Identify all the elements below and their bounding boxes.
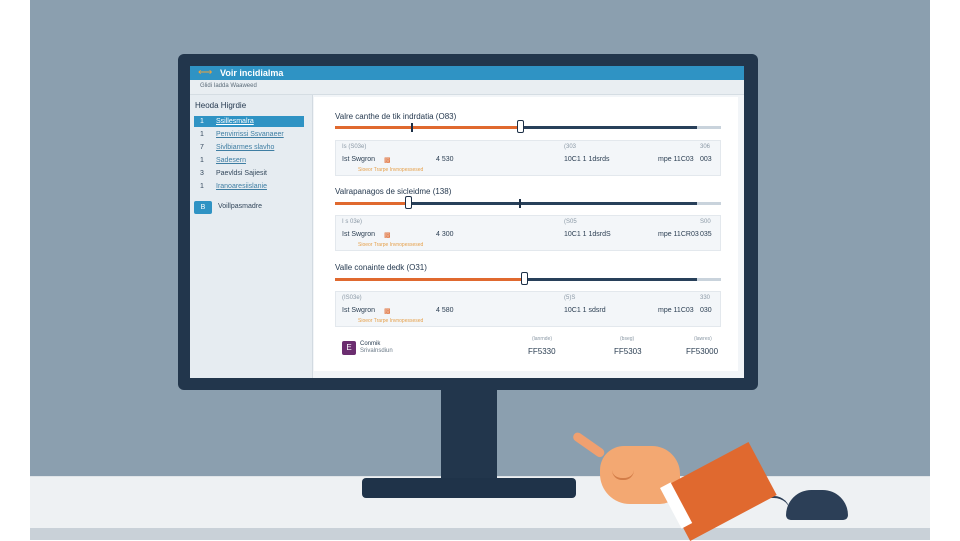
- row-code: mpe 11CR03: [658, 231, 699, 238]
- app-window: ⟷ Voir incidialma Glidi Iadda Waaweed He…: [190, 66, 744, 378]
- desk-edge: [30, 528, 930, 540]
- sidebar-title: Heoda Higrdie: [195, 101, 247, 110]
- window-title: Voir incidialma: [220, 68, 284, 78]
- column-header: (IS03e): [342, 295, 362, 301]
- column-header: (S05: [564, 219, 577, 225]
- column-header: S00: [700, 219, 711, 225]
- sidebar-item-label: Iranoaresiislanie: [216, 183, 267, 190]
- row-code: mpe 11C03: [658, 307, 694, 314]
- section-title: Valle conainte dedk (O31): [335, 263, 427, 272]
- sidebar-action-button[interactable]: B: [194, 201, 212, 214]
- row-qty: 4 580: [436, 307, 454, 314]
- right-margin: [930, 0, 960, 540]
- total-label: (lanrnde): [532, 336, 553, 342]
- sidebar-item-2[interactable]: 1 Penvirrissi Ssvanaeer: [194, 129, 304, 140]
- slider-marker: [519, 199, 522, 208]
- app-logo-icon: ⟷: [198, 67, 213, 78]
- slider-track-end: [697, 202, 721, 205]
- range-slider[interactable]: [335, 120, 721, 133]
- sidebar-item-6[interactable]: 1 Iranoaresiislanie: [194, 181, 304, 192]
- data-row-box: I s 03e) (S05 S00 Ist Swgron ▩ 4 300 10C…: [335, 215, 721, 251]
- row-note: Sioeor Trarpe Invnopessesed: [358, 242, 424, 248]
- orders-icon: ▩: [384, 232, 391, 239]
- sidebar-item-number: 3: [200, 170, 204, 177]
- row-value: 030: [700, 307, 712, 314]
- column-header: (303: [564, 144, 577, 150]
- computer-mouse[interactable]: [786, 490, 848, 520]
- total-value: FF5330: [528, 347, 556, 356]
- total-value: FF53000: [686, 347, 719, 356]
- sidebar-item-number: 1: [200, 183, 204, 190]
- left-margin: [0, 0, 30, 540]
- slider-thumb[interactable]: [405, 196, 413, 209]
- row-note: Sioeor Trarpe Invnopessesed: [358, 167, 424, 173]
- main-panel: Valre canthe de tik indrdatia (O83) Is (…: [314, 97, 738, 371]
- section-title: Valre canthe de tik indrdatia (O83): [335, 112, 457, 121]
- company-name: Conmik Srivalnsdiun: [360, 341, 393, 355]
- slider-marker: [411, 123, 414, 132]
- monitor-stand-neck: [441, 388, 497, 488]
- column-header: (5)S: [564, 295, 576, 301]
- sidebar-item-label: Sadesern: [216, 157, 246, 164]
- slider-track-end: [697, 278, 721, 281]
- title-bar: ⟷ Voir incidialma: [190, 66, 744, 80]
- column-header: I s 03e): [342, 219, 363, 225]
- section-title: Valrapanagos de sicleidme (138): [335, 187, 452, 196]
- total-label: (bseg): [620, 336, 635, 342]
- sidebar-item-number: 7: [200, 144, 204, 151]
- slider-track-end: [697, 126, 721, 129]
- orders-icon: ▩: [384, 157, 391, 164]
- column-header: 330: [700, 295, 711, 301]
- total-label: (lawres): [694, 336, 712, 342]
- sidebar-item-4[interactable]: 1 Sadesern: [194, 155, 304, 166]
- column-header: 306: [700, 144, 711, 150]
- sidebar-item-5[interactable]: 3 Paevldsi Sajiesit: [194, 168, 304, 179]
- slider-thumb[interactable]: [521, 272, 529, 285]
- sidebar-item-number: 1: [200, 131, 204, 138]
- range-slider[interactable]: [335, 272, 721, 285]
- row-note: Sioeor Trarpe Invnopessesed: [358, 318, 424, 324]
- slider-fill: [335, 278, 525, 281]
- sub-toolbar: Glidi Iadda Waaweed: [190, 80, 744, 95]
- slider-fill: [335, 126, 521, 129]
- row-name: Ist Swgron: [342, 307, 376, 314]
- company-logo: E: [342, 341, 356, 355]
- row-code: mpe 11C03: [658, 156, 694, 163]
- sidebar-item-label: Paevldsi Sajiesit: [216, 170, 267, 177]
- row-value: 035: [700, 231, 712, 238]
- sidebar-item-1[interactable]: 1 Ssillesmalra: [194, 116, 304, 127]
- total-value: FF5303: [614, 347, 642, 356]
- row-ref: 10C1 1 sdsrd: [564, 307, 606, 314]
- company-name-line1: Conmik: [360, 341, 381, 347]
- sidebar-item-number: 1: [200, 157, 204, 164]
- column-header: Is (S03e): [342, 144, 367, 150]
- row-ref: 10C1 1 1dsrdS: [564, 231, 611, 238]
- row-name: Ist Swgron: [342, 156, 376, 163]
- sidebar: Heoda Higrdie 1 Ssillesmalra 1 Penvirris…: [190, 95, 313, 378]
- row-name: Ist Swgron: [342, 231, 376, 238]
- sidebar-item-label: Ssillesmalra: [216, 118, 254, 125]
- sidebar-item-label: Sivlbiarmes slavho: [216, 144, 275, 151]
- slider-thumb[interactable]: [517, 120, 525, 133]
- sidebar-action-label[interactable]: Voillpasmadre: [218, 203, 262, 210]
- sidebar-item-number: 1: [200, 118, 204, 125]
- data-row-box: Is (S03e) (303 306 Ist Swgron ▩ 4 530 10…: [335, 140, 721, 176]
- row-ref: 10C1 1 1dsrds: [564, 156, 610, 163]
- row-qty: 4 300: [436, 231, 454, 238]
- window-subtitle: Glidi Iadda Waaweed: [200, 83, 257, 89]
- monitor-stand-base: [362, 478, 576, 498]
- data-row-box: (IS03e) (5)S 330 Ist Swgron ▩ 4 580 10C1…: [335, 291, 721, 327]
- row-value: 003: [700, 156, 712, 163]
- slider-fill: [335, 202, 409, 205]
- sidebar-item-3[interactable]: 7 Sivlbiarmes slavho: [194, 142, 304, 153]
- range-slider[interactable]: [335, 196, 721, 209]
- orders-icon: ▩: [384, 308, 391, 315]
- row-qty: 4 530: [436, 156, 454, 163]
- hand-knuckle-line: [612, 470, 634, 480]
- sidebar-item-label: Penvirrissi Ssvanaeer: [216, 131, 284, 138]
- company-name-line2: Srivalnsdiun: [360, 348, 393, 354]
